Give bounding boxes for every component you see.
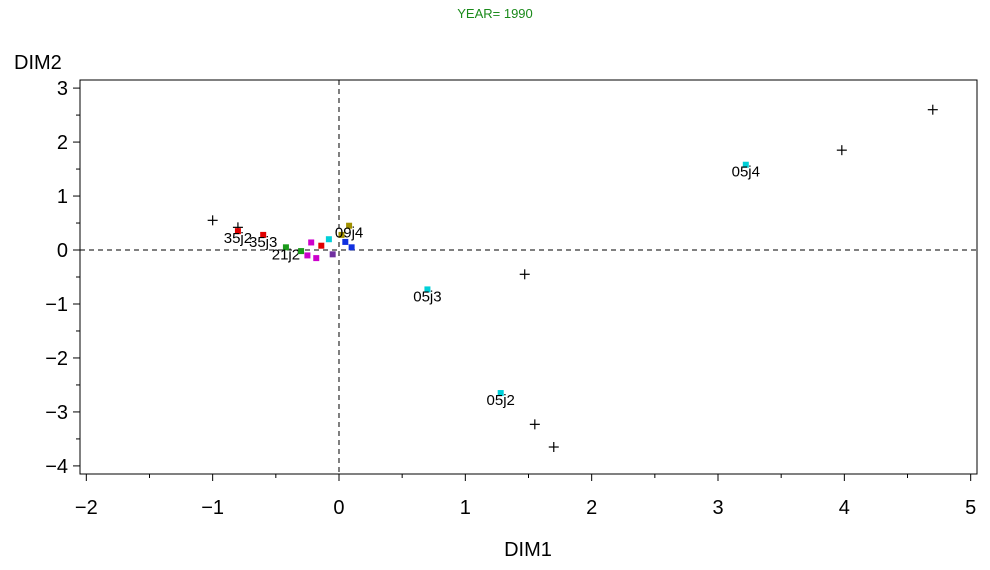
x-axis-label: DIM1: [504, 539, 552, 561]
y-tick-label: 0: [57, 240, 68, 262]
plus-point: [519, 269, 530, 280]
data-point: [348, 244, 355, 251]
point-label: 05j3: [413, 288, 441, 305]
x-tick-label: −2: [75, 497, 98, 519]
reference-lines: [80, 80, 977, 474]
point-label: 05j4: [732, 164, 760, 181]
x-tick-label: 3: [712, 497, 723, 519]
x-tick-label: 1: [460, 497, 471, 519]
point-label: 09j4: [335, 225, 363, 242]
data-point: [313, 255, 320, 262]
data-point: [342, 238, 349, 245]
point-label: 05j2: [487, 392, 515, 409]
y-tick-label: 1: [57, 186, 68, 208]
data-point: [318, 242, 325, 249]
y-axis-label: DIM2: [14, 52, 62, 74]
y-tick-label: −3: [45, 402, 68, 424]
data-point: [308, 239, 315, 246]
y-tick-label: 2: [57, 132, 68, 154]
data-point: [304, 252, 311, 259]
data-point: [329, 251, 336, 258]
data-point: [424, 286, 431, 293]
x-tick-label: −1: [201, 497, 224, 519]
y-tick-label: 3: [57, 78, 68, 100]
axis-ticks: −2 −1 0 1 2 3 4 5 −4 −3 −2 −1 0 1 2 3: [45, 78, 976, 519]
data-point: [325, 236, 332, 243]
x-tick-label: 0: [333, 497, 344, 519]
x-tick-label: 4: [839, 497, 850, 519]
point-label: 35j2: [224, 230, 252, 247]
data-point: [298, 248, 305, 255]
chart-title: YEAR= 1990: [457, 6, 533, 21]
point-label: 35j3: [249, 234, 277, 251]
plus-point: [529, 419, 540, 430]
plus-point: [836, 145, 847, 156]
y-tick-label: −1: [45, 294, 68, 316]
data-point: [742, 161, 749, 168]
x-tick-label: 5: [965, 497, 976, 519]
point-label: 21j2: [272, 246, 300, 263]
data-point: [338, 231, 345, 238]
data-point: [282, 244, 289, 251]
plus-point: [927, 104, 938, 115]
data-point: [346, 222, 353, 229]
plus-point: [207, 215, 218, 226]
plot-frame: [79, 79, 978, 475]
y-tick-label: −2: [45, 348, 68, 370]
y-tick-label: −4: [45, 456, 68, 478]
x-tick-label: 2: [586, 497, 597, 519]
data-point: [497, 390, 504, 397]
data-point: [234, 228, 241, 235]
data-point: [260, 231, 267, 238]
plus-point: [548, 442, 559, 453]
